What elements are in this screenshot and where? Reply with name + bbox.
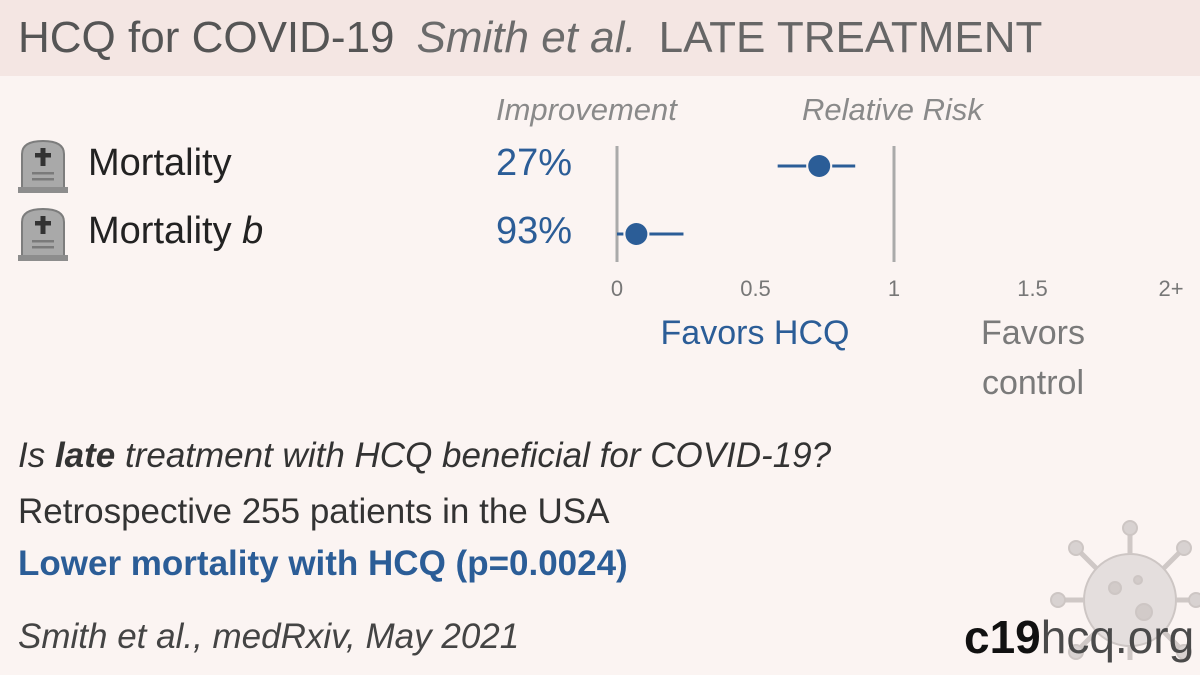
title-main: HCQ for COVID-19 [18,13,395,62]
rr-point [808,155,831,177]
header-bar: HCQ for COVID-19 Smith et al. LATE TREATME… [0,0,1200,76]
x-tick-label: 2+ [1158,276,1183,301]
x-tick-label: 0 [611,276,623,301]
row-label-mortality-b: Mortality b [88,210,264,252]
x-tick-label: 1 [888,276,900,301]
row-label-mortality: Mortality [88,142,232,184]
rr-point [625,223,648,245]
summary-question: Is late treatment with HCQ beneficial fo… [18,436,832,475]
citation: Smith et al., medRxiv, May 2021 [18,617,520,656]
summary-design: Retrospective 255 patients in the USA [18,492,610,531]
summary-result: Lower mortality with HCQ (p=0.0024) [18,544,628,583]
title-author: Smith et al. [416,13,637,62]
tombstone-icon [18,139,68,193]
forest-plot: 0 0.5 1 1.5 2+ [611,146,1184,301]
improvement-column-header: Improvement [496,92,677,127]
coronavirus-icon [1050,520,1200,660]
page-title: HCQ for COVID-19 Smith et al. LATE TREATME… [18,8,1042,68]
site-logo[interactable]: c19hcq.org [964,611,1195,663]
improvement-value-mortality: 27% [496,142,573,184]
x-tick-label: 0.5 [740,276,771,301]
x-tick-label: 1.5 [1017,276,1048,301]
relative-risk-column-header: Relative Risk [802,92,983,127]
improvement-value-mortality-b: 93% [496,210,573,252]
favors-control-label: Favors control [981,314,1085,402]
favors-hcq-label: Favors HCQ [660,314,850,352]
title-stage: LATE TREATMENT [658,13,1043,62]
tombstone-icon [18,207,68,261]
